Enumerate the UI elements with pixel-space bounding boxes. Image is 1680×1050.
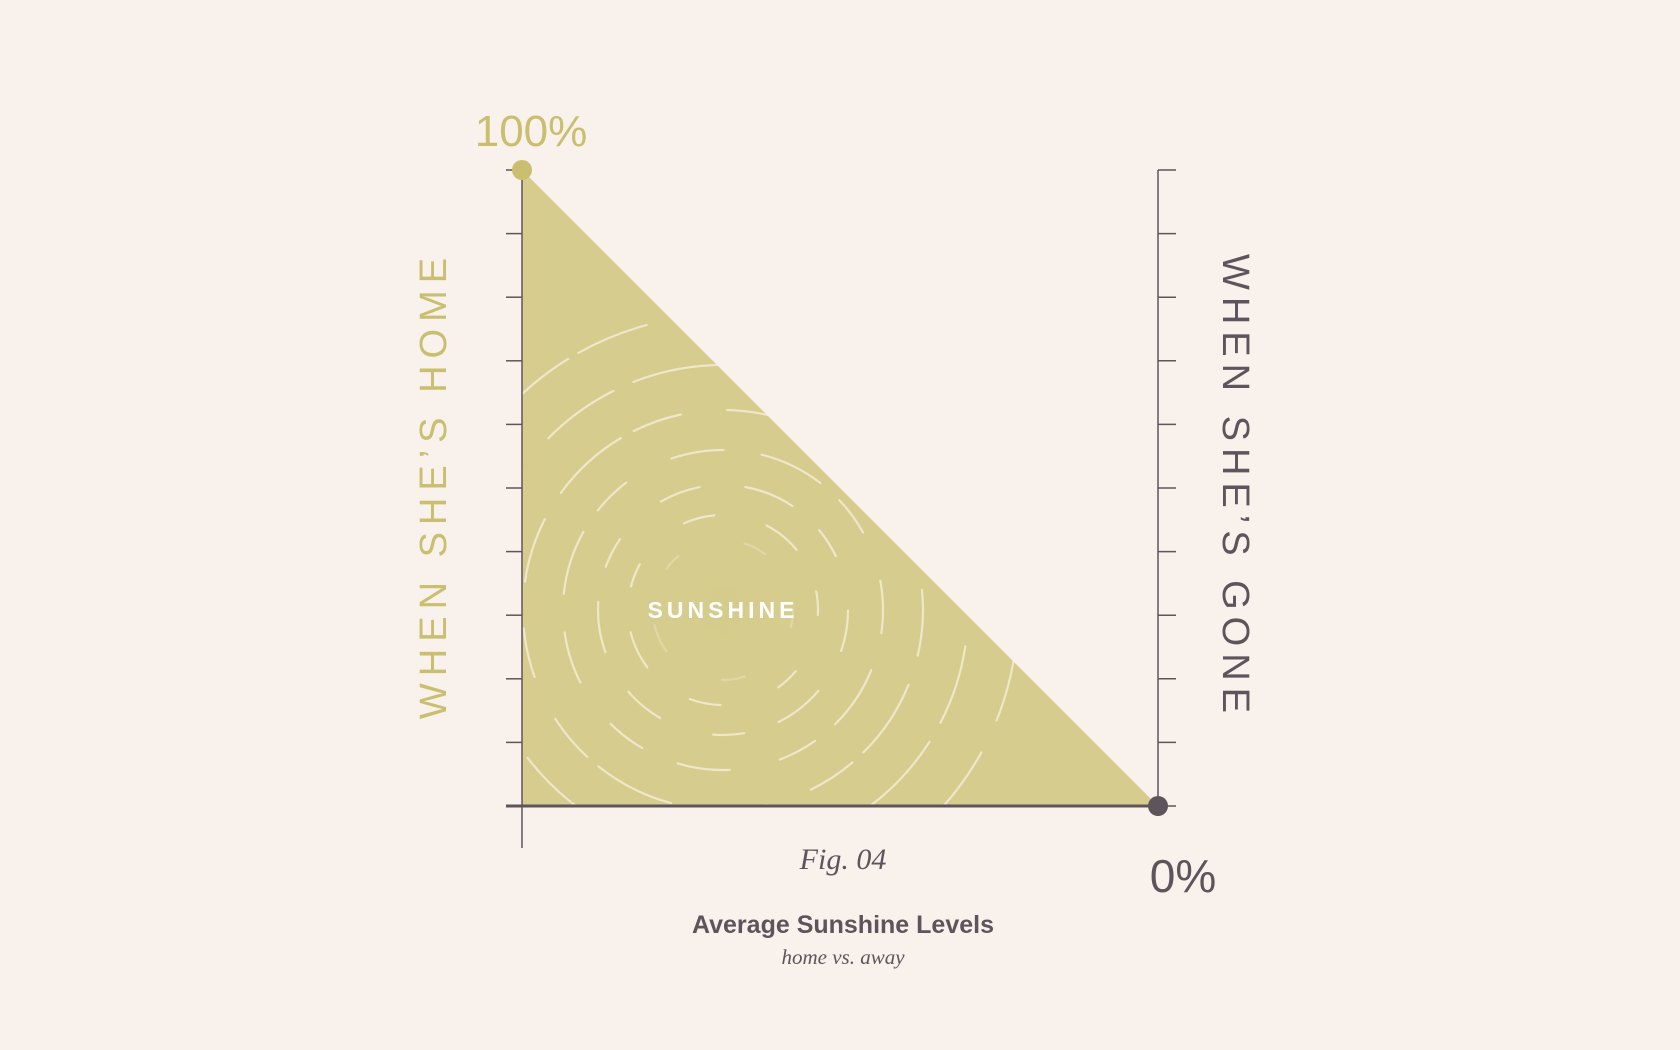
texture-streak xyxy=(683,514,716,525)
left-axis-label: WHEN SHE’S HOME xyxy=(413,251,455,719)
texture-streak xyxy=(858,740,931,806)
chart-title: Average Sunshine Levels xyxy=(692,911,994,939)
start-value-label: 100% xyxy=(475,107,588,156)
texture-streak xyxy=(670,448,725,460)
texture-streak xyxy=(563,631,582,684)
texture-streak xyxy=(629,631,649,669)
right-axis-label: WHEN SHE’S GONE xyxy=(1214,254,1256,720)
texture-streak xyxy=(562,530,585,595)
end-point-marker xyxy=(1148,796,1168,816)
texture-streak xyxy=(777,670,797,689)
texture-streak xyxy=(862,683,910,754)
texture-streak xyxy=(627,690,662,720)
texture-streak xyxy=(522,468,524,526)
texture-streak xyxy=(765,524,798,551)
sunshine-glow xyxy=(643,530,803,690)
texture-streak xyxy=(523,518,546,583)
texture-streak xyxy=(777,689,820,724)
texture-streak xyxy=(831,389,899,440)
end-value-label: 0% xyxy=(1150,850,1216,902)
texture-streak xyxy=(547,389,615,440)
figure-number: Fig. 04 xyxy=(799,843,887,876)
texture-streak xyxy=(887,364,945,416)
texture-streak xyxy=(577,324,648,354)
texture-streak xyxy=(916,588,925,657)
texture-streak xyxy=(616,885,711,905)
texture-streak xyxy=(522,357,570,424)
texture-streak xyxy=(688,697,722,707)
texture-streak xyxy=(629,563,641,588)
area-label: SUNSHINE xyxy=(648,597,799,623)
texture-streak xyxy=(596,600,607,654)
texture-streak xyxy=(746,889,818,904)
texture-streak xyxy=(596,481,628,512)
texture-streak xyxy=(676,762,731,772)
texture-streak xyxy=(744,485,794,508)
sunshine-area xyxy=(522,170,1158,806)
texture-streak xyxy=(478,526,493,625)
texture-streak xyxy=(571,801,663,806)
texture-streak xyxy=(712,732,746,737)
texture-streak xyxy=(760,453,822,485)
texture-streak xyxy=(879,579,885,635)
texture-streak xyxy=(788,321,900,374)
start-point-marker xyxy=(512,160,532,180)
texture-streak xyxy=(559,436,622,495)
texture-streak xyxy=(818,528,837,558)
texture-streak xyxy=(888,498,914,546)
texture-streak xyxy=(778,739,817,761)
texture-streak xyxy=(609,722,644,750)
texture-streak xyxy=(554,717,589,758)
texture-streak xyxy=(470,762,515,820)
texture-streak xyxy=(481,647,506,724)
chart-subtitle: home vs. away xyxy=(781,945,905,969)
texture-streak xyxy=(732,364,796,377)
texture-streak xyxy=(1008,540,1020,663)
texture-streak xyxy=(803,814,858,841)
texture-streak xyxy=(659,486,701,503)
texture-streak xyxy=(939,645,967,724)
texture-streak xyxy=(911,453,960,544)
texture-streak xyxy=(964,441,1008,532)
texture-streak xyxy=(597,765,673,805)
texture-streak xyxy=(958,543,970,607)
texture-streak xyxy=(679,313,779,322)
texture-streak xyxy=(809,761,854,791)
texture-streak xyxy=(833,669,873,726)
texture-streak xyxy=(920,751,983,806)
texture-streak xyxy=(526,756,572,803)
texture-streak xyxy=(840,609,850,652)
texture-streak xyxy=(522,627,536,679)
texture-streak xyxy=(604,538,622,568)
texture-streak xyxy=(838,499,865,534)
texture-streak xyxy=(632,413,682,433)
texture-streak xyxy=(815,590,820,617)
